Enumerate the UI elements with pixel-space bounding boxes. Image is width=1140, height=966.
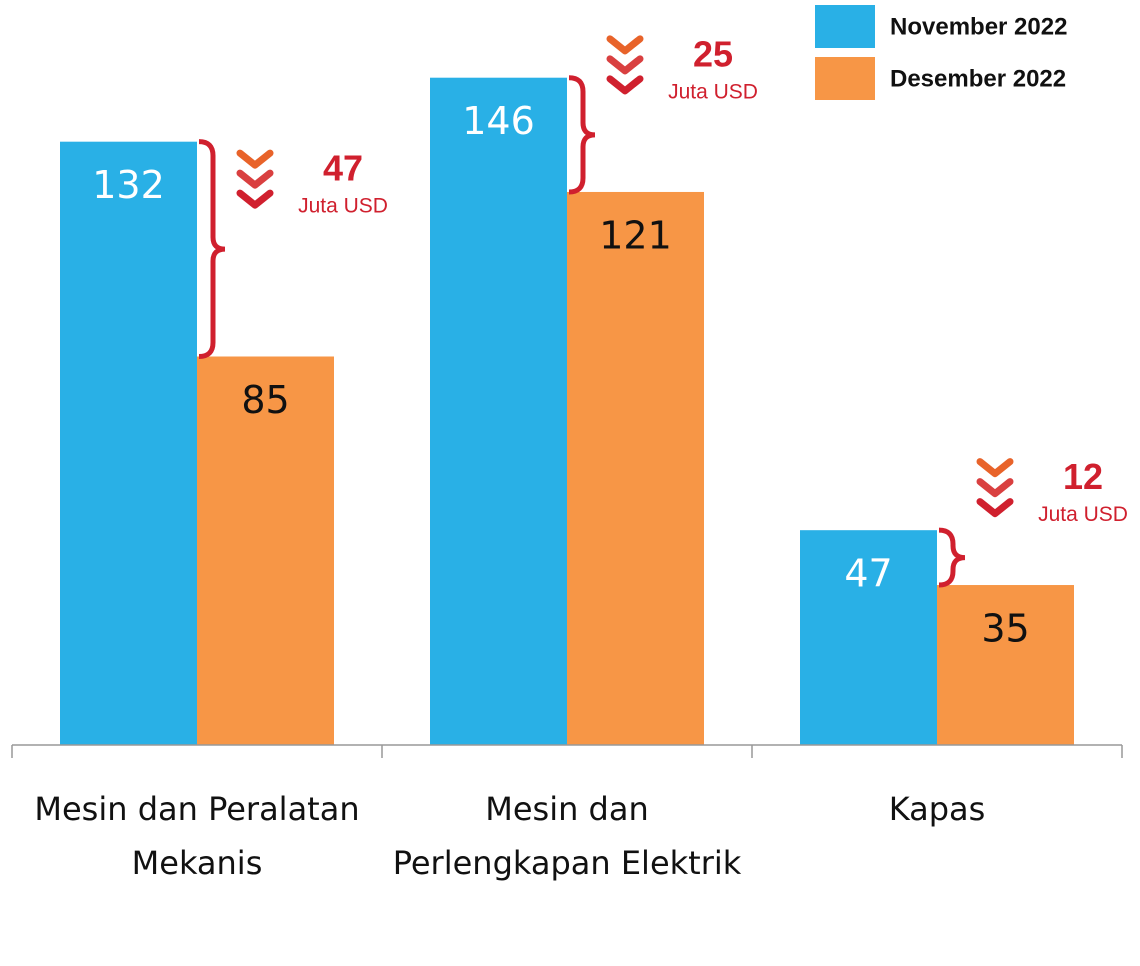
chevron — [236, 189, 274, 209]
x-tick-label: Kapas — [888, 790, 986, 828]
chevron — [976, 458, 1014, 478]
chevron — [236, 149, 274, 169]
chevron — [236, 169, 274, 189]
x-tick-label: Mesin dan Perlengkapan Elektrik — [392, 790, 742, 882]
chevron — [606, 75, 644, 95]
bar — [937, 585, 1074, 745]
brace — [938, 527, 966, 588]
value-label: 132 — [92, 163, 165, 207]
legend-label: Desember 2022 — [890, 65, 1066, 92]
chevron — [606, 35, 644, 55]
annotation-value: 12 — [1063, 456, 1103, 497]
value-label: 47 — [844, 552, 892, 596]
chevron — [976, 478, 1014, 498]
value-label: 85 — [241, 378, 289, 422]
value-label: 121 — [599, 213, 672, 257]
annotation-value: 25 — [693, 33, 733, 74]
bar — [800, 530, 937, 745]
chevron — [606, 55, 644, 75]
value-label: 35 — [981, 607, 1029, 651]
bar — [430, 77, 567, 745]
x-tick-label: Mesin dan Peralatan Mekanis — [34, 790, 360, 882]
bar — [60, 141, 197, 745]
chevron — [976, 498, 1014, 518]
legend-swatch — [815, 57, 875, 100]
annotation-unit: Juta USD — [668, 80, 758, 103]
legend-label: November 2022 — [890, 13, 1067, 40]
annotation-unit: Juta USD — [1038, 503, 1128, 526]
value-label: 146 — [462, 99, 535, 143]
legend-swatch — [815, 5, 875, 48]
brace — [568, 75, 596, 195]
annotation-unit: Juta USD — [298, 195, 388, 218]
annotation-value: 47 — [323, 148, 363, 189]
bar — [197, 356, 334, 745]
bar — [567, 191, 704, 745]
brace — [198, 139, 226, 360]
